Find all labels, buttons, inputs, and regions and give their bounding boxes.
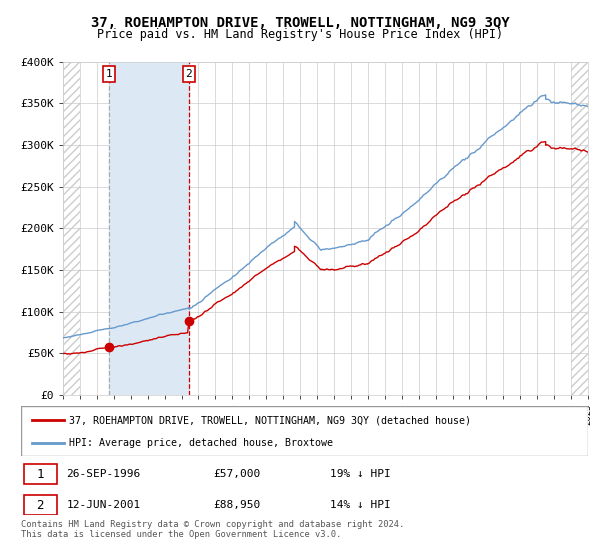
Text: 1: 1 bbox=[37, 468, 44, 481]
Bar bbox=[24, 495, 57, 515]
Text: 2: 2 bbox=[185, 69, 193, 79]
Bar bbox=[109, 62, 189, 395]
Text: HPI: Average price, detached house, Broxtowe: HPI: Average price, detached house, Brox… bbox=[69, 438, 333, 449]
Bar bbox=[24, 464, 57, 484]
Text: £57,000: £57,000 bbox=[214, 469, 261, 479]
Text: 2: 2 bbox=[37, 498, 44, 512]
Text: 37, ROEHAMPTON DRIVE, TROWELL, NOTTINGHAM, NG9 3QY: 37, ROEHAMPTON DRIVE, TROWELL, NOTTINGHA… bbox=[91, 16, 509, 30]
Text: £88,950: £88,950 bbox=[214, 500, 261, 510]
Text: 1: 1 bbox=[106, 69, 113, 79]
Bar bbox=[63, 62, 80, 395]
Text: 14% ↓ HPI: 14% ↓ HPI bbox=[330, 500, 391, 510]
Bar bbox=[571, 62, 588, 395]
Text: 19% ↓ HPI: 19% ↓ HPI bbox=[330, 469, 391, 479]
Text: 26-SEP-1996: 26-SEP-1996 bbox=[67, 469, 140, 479]
Text: 12-JUN-2001: 12-JUN-2001 bbox=[67, 500, 140, 510]
Text: Contains HM Land Registry data © Crown copyright and database right 2024.
This d: Contains HM Land Registry data © Crown c… bbox=[21, 520, 404, 539]
Text: Price paid vs. HM Land Registry's House Price Index (HPI): Price paid vs. HM Land Registry's House … bbox=[97, 28, 503, 41]
Text: 37, ROEHAMPTON DRIVE, TROWELL, NOTTINGHAM, NG9 3QY (detached house): 37, ROEHAMPTON DRIVE, TROWELL, NOTTINGHA… bbox=[69, 415, 471, 425]
